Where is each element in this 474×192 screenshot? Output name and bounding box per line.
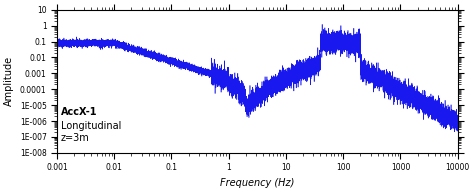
Text: AccX-1: AccX-1 — [61, 107, 98, 117]
X-axis label: Frequency (Hz): Frequency (Hz) — [220, 178, 294, 188]
Text: Longitudinal
z=3m: Longitudinal z=3m — [61, 121, 121, 143]
Y-axis label: Amplitude: Amplitude — [4, 56, 14, 106]
